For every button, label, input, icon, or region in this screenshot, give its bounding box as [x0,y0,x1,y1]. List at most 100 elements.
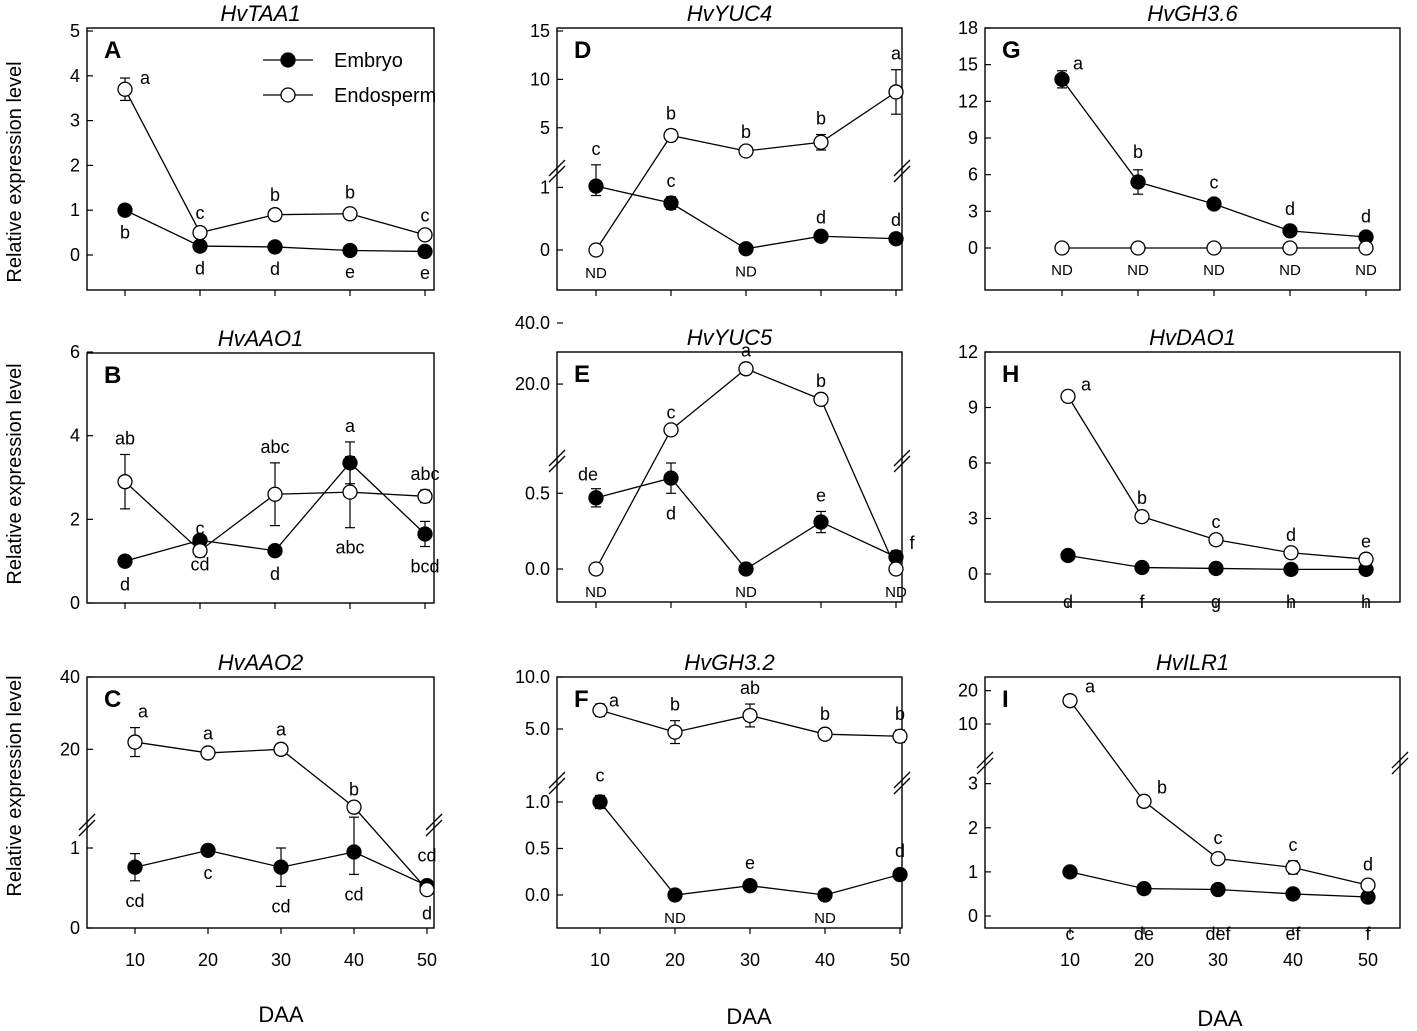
panel-c-endosperm-point-0 [127,734,143,750]
panel-e-embryo-label-0: de [578,465,598,485]
panel-b-endosperm-label-2: abc [260,437,289,457]
panel-a-endosperm-point-0 [117,81,133,97]
panel-i-embryo-point-1 [1136,880,1152,897]
panel-c-ytick-label-2: 20 [60,739,80,759]
panel-a-ytick-label-3: 3 [70,111,80,131]
panel-f-endosperm-point-1 [667,724,683,740]
panel-e-title: HvYUC5 [687,325,773,350]
panel-c-xtick-label-2: 30 [271,950,291,970]
panel-i-endosperm-label-1: b [1157,777,1167,797]
panel-e-frame [556,351,903,603]
panel-h-endosperm-point-1 [1134,509,1150,525]
panel-h-ytick-label-0: 0 [968,564,978,584]
panel-a-embryo-point-2 [267,239,283,255]
panel-f-xtick-label-1: 20 [665,950,685,970]
panel-c-ytick-label-0: 0 [70,918,80,938]
legend-embryo-marker [280,52,296,68]
panel-h-ytick-label-4: 12 [958,342,978,362]
panel-g-ytick-label-3: 9 [968,128,978,148]
panel-d-ytick-label-4: 15 [530,21,550,41]
panel-b-embryo-label-1: cd [190,554,209,574]
panel-e-endosperm-label-2: a [741,340,752,360]
legend-endosperm-label: Endosperm [334,85,436,107]
panel-b-embryo-label-2: d [270,564,280,584]
panel-h-ytick-label-1: 3 [968,509,978,529]
panel-d-endosperm-label-2: b [741,122,751,142]
panel-i-embryo-point-2 [1210,881,1226,898]
panel-c-axis-break-1a [425,813,443,831]
panel-g-endosperm-label-2: ND [1203,262,1225,279]
panel-e-ytick-label-1: 0.5 [525,483,550,503]
panel-e-embryo-point-1 [663,470,679,486]
panel-d-ytick-label-0: 0 [540,240,550,260]
panel-h-embryo-point-0 [1060,547,1076,564]
panel-a-embryo-label-0: b [120,222,130,242]
y-axis-label-row3: Relative expression level [4,675,26,896]
panel-h-title: HvDAO1 [1149,325,1236,350]
panel-h-ytick-label-3: 9 [968,398,978,418]
markers-layer [117,71,1376,905]
panel-h-ytick-label-2: 6 [968,453,978,473]
panel-i-endosperm-point-0 [1062,693,1078,709]
x-axis-label-col2: DAA [726,1004,772,1029]
panel-d-endosperm-point-0 [588,242,604,258]
panel-a-ytick-label-4: 4 [70,66,80,86]
panel-b-letter: B [104,362,121,389]
panel-b-endosperm-point-4 [417,488,433,504]
panel-d-letter: D [574,37,591,64]
panel-h-frame [984,351,1401,603]
panel-f-axis-break-0a [548,771,566,789]
panel-b-endosperm-label-4: abc [410,464,439,484]
panel-d-axis-break-1a [893,159,911,177]
panel-c-endosperm-point-1 [200,745,216,761]
panel-i-axis-break-0a [976,751,994,769]
panel-g-endosperm-label-3: ND [1279,262,1301,279]
panel-h-endosperm-label-3: d [1286,525,1296,545]
panel-e-endosperm-label-3: b [816,371,826,391]
panel-f-endosperm-label-3: b [820,704,830,724]
panel-g-embryo-point-2 [1206,196,1222,212]
panel-g-endosperm-label-0: ND [1051,262,1073,279]
panel-d-embryo-point-0 [588,178,604,194]
panel-e-axis-break-1b [893,455,911,473]
panel-e-embryo-label-2: ND [735,584,757,601]
panel-h-embryo-label-4: h [1361,592,1371,612]
panel-d-endosperm-point-2 [738,143,754,159]
panel-i-title: HvILR1 [1156,650,1229,675]
panel-f-endosperm-label-2: ab [740,678,760,698]
panel-d-embryo-label-0: c [592,139,601,159]
series-lines-layer [124,78,1369,898]
panel-f-ytick-label-0: 0.0 [525,885,550,905]
panel-i-ytick-label-2: 2 [968,818,978,838]
panel-e-embryo-label-4: f [909,533,915,553]
panel-f-embryo-point-0 [592,794,608,810]
panel-e-embryo-label-1: d [666,503,676,523]
panel-e-embryo-label-3: e [816,485,826,505]
panel-b-ytick-label-3: 6 [70,342,80,362]
panel-c-ytick-label-3: 40 [60,667,80,687]
panel-d-endosperm-label-1: b [666,104,676,124]
panel-h-endosperm-point-4 [1358,551,1374,567]
panel-h-embryo-point-3 [1283,561,1299,578]
panel-g-embryo-point-1 [1130,174,1146,190]
panel-i-ytick-label-4: 10 [958,714,978,734]
panel-h-embryo-label-3: h [1286,592,1296,612]
panel-d-endosperm-point-1 [663,127,679,144]
panel-i-embryo-label-0: c [1066,924,1075,944]
panel-a-endosperm-label-1: c [196,203,205,223]
panel-e-endosperm-line [595,368,897,570]
x-axis-label-col1: DAA [258,1002,304,1027]
x-axis-label-col3: DAA [1197,1006,1243,1031]
panel-c-endosperm-label-4: d [422,904,432,924]
panel-i-xtick-label-2: 30 [1208,950,1228,970]
panel-b-ytick-label-1: 2 [70,509,80,529]
panel-f-embryo-label-0: c [596,765,605,785]
panel-g-frame [984,27,1401,291]
panel-a-endosperm-point-3 [342,206,358,222]
panel-a-endosperm-point-4 [417,227,433,243]
panel-g-embryo-label-4: d [1361,207,1371,227]
panel-i-axis-break-1a [1391,751,1409,769]
panel-a-frame [86,27,435,291]
panel-i-embryo-point-0 [1062,864,1078,880]
panel-a-embryo-label-1: d [195,258,205,278]
